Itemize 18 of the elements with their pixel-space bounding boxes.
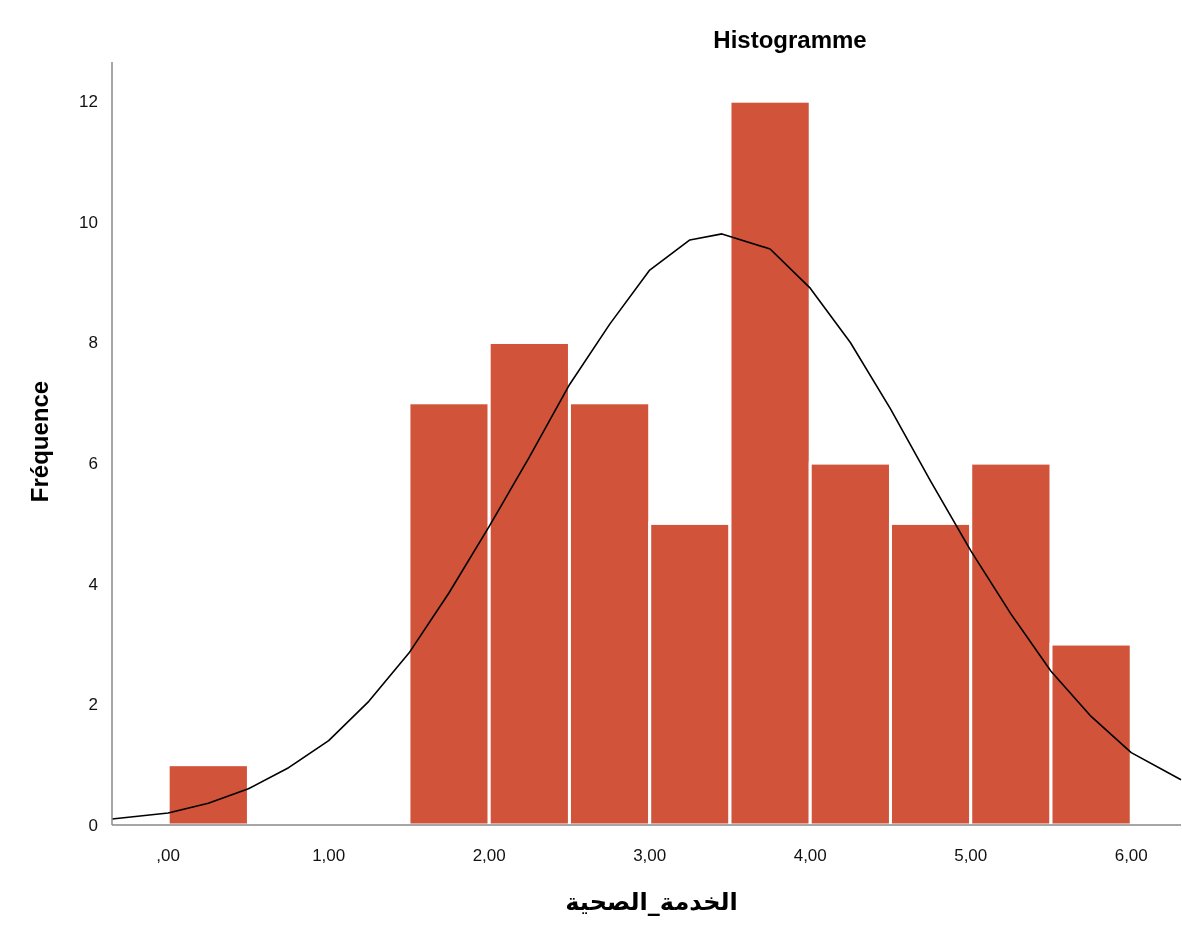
x-tick-label: 2,00 <box>472 846 506 865</box>
x-tick-label: 1,00 <box>312 846 346 865</box>
y-tick-label: 12 <box>79 92 98 112</box>
y-tick-label: 4 <box>88 574 98 594</box>
x-tick-label: 5,00 <box>954 846 988 865</box>
x-tick-label: ,00 <box>156 846 180 865</box>
y-tick-label: 2 <box>88 695 98 715</box>
x-tick-label: 3,00 <box>633 846 667 865</box>
y-axis-title: Fréquence <box>26 380 53 503</box>
x-axis-title: الخدمة_الصحية <box>565 888 738 916</box>
y-tick-label: 8 <box>88 333 98 353</box>
y-tick-label: 10 <box>79 212 98 232</box>
y-tick-label: 0 <box>88 816 98 835</box>
line-series <box>111 233 1182 820</box>
y-tick-label: 6 <box>88 454 98 474</box>
x-tick-label: 4,00 <box>793 846 827 865</box>
x-tick-label: 6,00 <box>1114 846 1148 865</box>
chart-title: Histogramme <box>713 26 867 53</box>
